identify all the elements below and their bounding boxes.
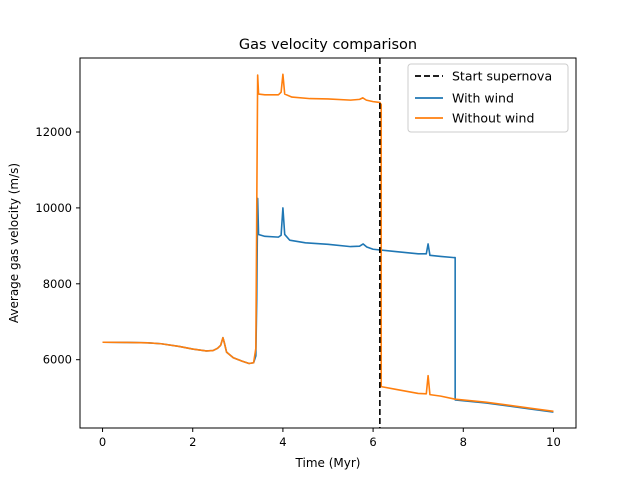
- x-tick-label-10: 10: [546, 435, 561, 449]
- legend-box: [407, 63, 569, 133]
- y-tick-label-12000: 12000: [35, 125, 72, 139]
- x-tick-label-8: 8: [460, 435, 467, 449]
- legend-label-start-supernova: Start supernova: [452, 69, 552, 84]
- x-tick-label-6: 6: [369, 435, 376, 449]
- y-tick-label-10000: 10000: [35, 201, 72, 215]
- legend-label-without-wind: Without wind: [452, 111, 534, 126]
- x-tick-label-4: 4: [279, 435, 286, 449]
- x-axis-label: Time (Myr): [295, 456, 361, 470]
- y-tick-label-8000: 8000: [43, 277, 72, 291]
- chart-title: Gas velocity comparison: [239, 37, 417, 53]
- x-tick-label-0: 0: [99, 435, 106, 449]
- axes: 0 2 4 6 8 10 6000 8000 10000 12000: [35, 57, 577, 449]
- x-tick-label-2: 2: [189, 435, 196, 449]
- y-tick-label-6000: 6000: [43, 353, 72, 367]
- legend: Start supernova With wind Without wind: [407, 63, 569, 133]
- plot-content: [102, 58, 554, 428]
- series-line-without-wind: [102, 73, 554, 413]
- y-axis-label: Average gas velocity (m/s): [7, 163, 21, 323]
- legend-label-with-wind: With wind: [452, 91, 514, 106]
- plot-frame: [79, 57, 577, 429]
